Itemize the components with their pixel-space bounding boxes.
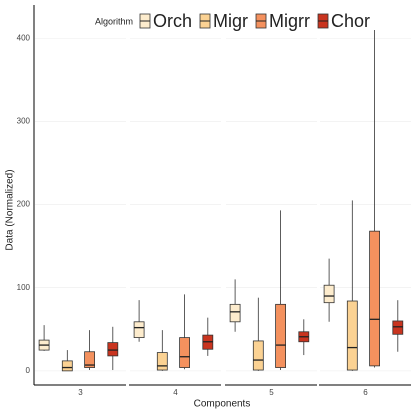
box [275, 303, 287, 368]
y-tick-label: 0 [26, 366, 31, 375]
x-axis-title: Components [194, 399, 251, 410]
box [346, 300, 358, 371]
facet-label: 6 [363, 388, 368, 397]
y-tick-label: 400 [17, 33, 31, 42]
y-tick-label: 200 [17, 200, 31, 209]
y-tick-label: 100 [17, 283, 31, 292]
box [179, 337, 191, 368]
box [84, 351, 95, 368]
y-axis-title: Data (Normalized) [5, 169, 16, 250]
legend-label: Orch [153, 11, 192, 31]
box [252, 340, 264, 371]
legend-label: Migrr [269, 11, 310, 31]
facet-label: 3 [78, 388, 83, 397]
facet-label: 5 [269, 388, 274, 397]
box [107, 342, 119, 357]
box [61, 360, 73, 372]
box [323, 284, 335, 304]
box [156, 352, 168, 371]
box [133, 321, 145, 339]
legend-label: Migr [213, 11, 248, 31]
y-tick-label: 300 [17, 117, 31, 126]
box [392, 320, 404, 335]
legend-label: Chor [331, 11, 370, 31]
facet-label: 4 [173, 388, 178, 397]
box [369, 230, 381, 367]
legend-title: Algorithm [95, 16, 133, 26]
box [229, 303, 241, 323]
